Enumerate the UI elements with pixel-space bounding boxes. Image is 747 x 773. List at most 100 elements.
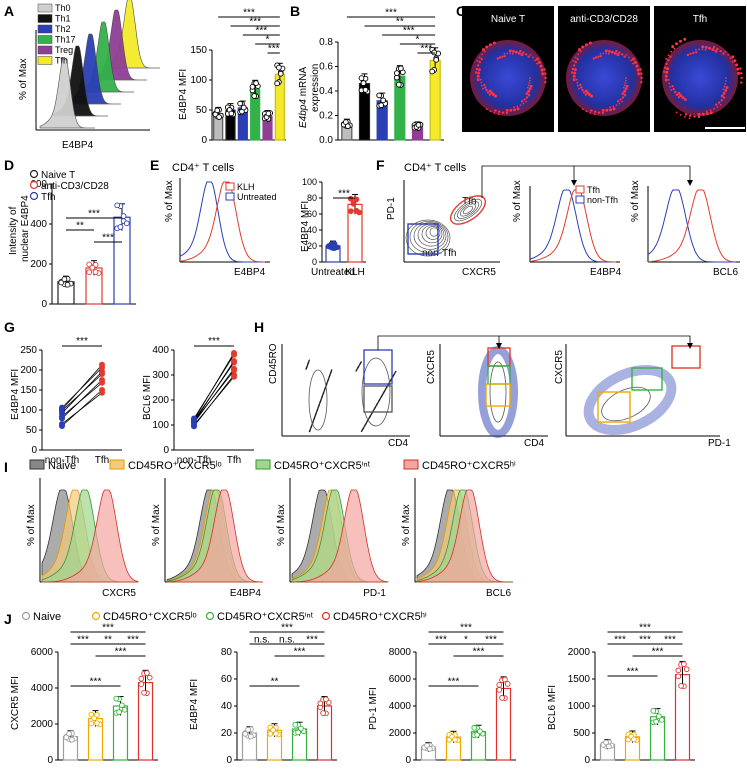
panel-c-signal-dot [588,41,592,45]
panel-c-signal-dot [625,53,628,56]
panel-d-sig-label: *** [102,233,114,244]
panel-c-signal-dot [522,102,525,105]
panel-c-signal-dot [488,93,492,96]
panel-f-contour [459,203,477,217]
panel-e-ytick-label: 20 [307,241,317,251]
panel-b-ytick-label: 0.2 [319,111,333,122]
panel-j-3-sig-label: *** [460,623,472,634]
panel-c-signal-dot [519,49,522,53]
panel-c-signal-dot [481,84,483,87]
panel-j-legend-label: Naive [33,611,61,623]
panel-c-signal-dot [509,52,511,55]
panel-j-2-point [298,725,304,732]
panel-g-right-point-nontfh [191,415,197,422]
panel-c-signal-dot [722,88,725,91]
panel-c-signal-dot [724,50,727,53]
panel-c-signal-dot [493,112,496,114]
panel-b-ytick-label: 0.0 [319,135,333,146]
panel-c-signal-dot [683,97,687,101]
panel-h-event [378,400,380,402]
panel-g-right-ytick-label: 200 [152,395,169,406]
panel-a-legend-label: Tfh [55,56,68,66]
panel-b-ytick-label: 0.8 [319,37,333,48]
panel-c-signal-dot [640,76,643,80]
panel-c-signal-dot [572,78,576,82]
panel-i-curve [291,489,389,583]
panel-j-4-sig-label: *** [664,635,676,646]
panel-f-curve-nontfh [529,189,616,263]
panel-c-signal-dot [609,106,611,109]
panel-c-signal-dot [670,50,673,53]
panel-c-signal-dot [640,72,643,75]
panel-c-signal-dot [709,109,712,112]
panel-a-point [265,110,272,117]
panel-f-legend-swatch [575,185,585,194]
panel-c-signal-dot [505,108,509,112]
panel-f-legend-label: Tfh [587,185,600,195]
panel-c-signal-dot [725,77,727,79]
panel-e-hist-ylabel: % of Max [164,180,175,222]
panel-h-contour [308,369,328,431]
panel-c-signal-dot [665,70,669,74]
panel-c-signal-dot [610,50,614,54]
panel-b-point [378,102,385,109]
panel-j-1-ytick-label: 4000 [31,683,54,694]
panel-a-legend-swatch [37,45,53,55]
panel-j-3-sig-label: *** [435,635,447,646]
panel-e-ytick-label: 100 [302,177,317,187]
panel-c-signal-dot [695,51,698,54]
panel-g-right-point-tfh [231,351,237,358]
panel-a-hist-ylabel: % of Max [18,58,29,100]
panel-c-signal-dot [575,78,578,81]
panel-d-ytick-label: 0 [41,299,47,310]
panel-c-signal-dot [668,82,671,85]
panel-h-event [307,363,309,366]
panel-a-point [274,80,280,87]
panel-c-signal-dot [723,85,726,88]
panel-c-signal-dot [514,50,518,54]
panel-b-ylabel-rest: mRNA [298,67,309,100]
panel-c-image-label: anti-CD3/CD28 [570,14,638,25]
panel-b-point [376,92,383,99]
panel-c-signal-dot [669,55,672,58]
panel-c-signal-dot [684,113,688,116]
panel-d-point [58,279,65,286]
panel-h-event [368,416,371,419]
panel-d-legend-label: anti-CD3/CD28 [41,181,109,192]
panel-j-4-ytick-label: 2000 [568,647,591,658]
panel-g-left-point-tfh [99,379,105,386]
panel-a-legend-label: Treg [55,45,73,55]
panel-h-contour [489,361,507,423]
panel-f-arrowhead [687,180,693,186]
panel-c-signal-dot [684,115,686,118]
panel-g-left-ytick-label: 100 [20,405,37,416]
panel-j-4-point [606,743,612,750]
panel-b-ylabel-gene: E4bp4 [298,99,309,128]
panel-f-legend-swatch [575,195,585,204]
panel-a-sig-label: * [266,35,270,46]
panel-j-1-point [94,720,100,727]
panel-j-3-point [427,746,433,752]
panel-h-event [366,420,368,423]
panel-c-signal-dot [599,55,603,58]
panel-c-signal-dot [639,68,642,71]
panel-c-signal-dot [528,79,531,82]
panel-c-signal-dot [619,98,622,101]
panel-i-hist-xlabel: PD-1 [363,588,386,599]
panel-c-signal-dot [608,108,612,112]
panel-c-signal-dot [498,56,502,59]
panel-g-left-pair-line [61,392,103,425]
panel-c-signal-dot [480,57,483,61]
panel-i-hist-xlabel: E4BP4 [230,588,262,599]
panel-c-signal-dot [534,59,537,62]
panel-c-signal-dot [599,52,602,55]
panel-g-left-sig-label: *** [76,336,88,347]
panel-j-3-ytick-label: 6000 [389,674,412,685]
panel-f-contour [413,222,447,250]
panel-i-legend-swatch [109,459,125,470]
panel-c-signal-dot [666,67,670,71]
panel-c-signal-dot [679,39,683,43]
panel-c-signal-dot [720,99,723,102]
panel-j-2-point [292,721,299,728]
